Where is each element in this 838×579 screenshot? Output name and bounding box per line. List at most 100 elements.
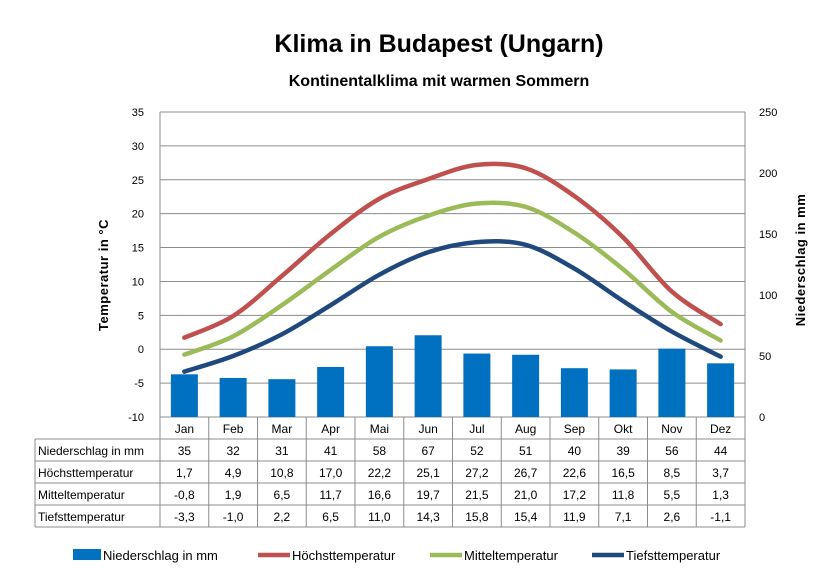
y-right-tick-label: 200	[759, 168, 777, 180]
chart-subtitle: Kontinentalklima mit warmen Sommern	[288, 73, 590, 90]
legend-swatch	[73, 549, 101, 560]
bar-dez	[707, 363, 735, 417]
data-label: 27,2	[465, 466, 489, 480]
legend-label: Höchsttemperatur	[292, 548, 396, 563]
y-left-tick-label: 35	[132, 107, 144, 119]
line-mitteltemperatur	[182, 200, 723, 357]
data-label: 11,7	[319, 488, 342, 502]
y-right-tick-label: 100	[759, 290, 777, 302]
data-label: -0,8	[174, 488, 195, 502]
data-label: 8,5	[664, 466, 681, 480]
data-label: 5,5	[664, 488, 681, 502]
data-label: 10,8	[270, 466, 294, 480]
data-label: 52	[470, 444, 484, 458]
bar-jan	[170, 374, 198, 417]
x-tick-label: Okt	[614, 422, 633, 436]
data-label: 1,9	[225, 488, 242, 502]
data-label: 22,6	[563, 466, 587, 480]
chart-title: Klima in Budapest (Ungarn)	[274, 30, 604, 58]
data-label: 41	[324, 444, 338, 458]
bar-okt	[609, 369, 637, 417]
data-label: 26,7	[514, 466, 538, 480]
data-label: 16,5	[611, 466, 635, 480]
data-label: 16,6	[368, 488, 392, 502]
data-label: 51	[519, 444, 533, 458]
y-left-tick-label: 25	[132, 175, 144, 187]
x-tick-label: Apr	[321, 422, 340, 436]
data-label: 25,1	[416, 466, 440, 480]
y-left-tick-label: -5	[134, 378, 144, 390]
data-label: 2,6	[664, 510, 681, 524]
data-label: 14,3	[416, 510, 440, 524]
data-label: 2,2	[274, 510, 291, 524]
data-label: 3,7	[712, 466, 729, 480]
data-label: 58	[373, 444, 387, 458]
x-tick-label: Jun	[418, 422, 437, 436]
x-tick-label: Jan	[175, 422, 194, 436]
x-tick-label: Jul	[469, 422, 484, 436]
bar-apr	[317, 366, 345, 417]
y-left-label: Temperatur in °C	[96, 219, 111, 331]
bar-jul	[463, 353, 491, 417]
table-row-header: Mitteltemperatur	[38, 488, 125, 502]
y-left-tick-label: 30	[132, 141, 144, 153]
bar-aug	[512, 354, 540, 417]
legend-label: Niederschlag in mm	[103, 548, 218, 563]
y-left-tick-label: 20	[132, 209, 144, 221]
y-left-tick-label: -10	[128, 412, 144, 424]
table-row-header: Tiefsttemperatur	[38, 510, 125, 524]
y-right-tick-label: 0	[759, 412, 765, 424]
x-tick-label: Dez	[710, 422, 731, 436]
data-label: 32	[226, 444, 240, 458]
y-right-tick-label: 50	[759, 351, 771, 363]
x-tick-label: Nov	[661, 422, 682, 436]
data-label: 4,9	[225, 466, 242, 480]
data-label: 6,5	[322, 510, 339, 524]
y-right-tick-label: 250	[759, 107, 777, 119]
y-left-tick-label: 15	[132, 243, 144, 255]
data-label: 19,7	[416, 488, 440, 502]
table-row-header: Höchsttemperatur	[38, 466, 133, 480]
data-label: 35	[178, 444, 192, 458]
legend-label: Mitteltemperatur	[464, 548, 559, 563]
data-label: 21,0	[514, 488, 538, 502]
data-label: -1,0	[223, 510, 244, 524]
data-label: 6,5	[274, 488, 291, 502]
bar-mai	[365, 346, 393, 417]
bar-mar	[268, 379, 296, 417]
x-tick-label: Aug	[515, 422, 536, 436]
data-label: 22,2	[368, 466, 392, 480]
data-label: 17,2	[563, 488, 587, 502]
bar-jun	[414, 335, 442, 417]
data-label: 15,4	[514, 510, 538, 524]
bar-nov	[658, 348, 686, 417]
line-tiefsttemperatur	[182, 239, 723, 374]
x-tick-label: Mai	[370, 422, 389, 436]
y-left-tick-label: 5	[138, 310, 144, 322]
bar-feb	[219, 377, 247, 417]
x-tick-label: Sep	[564, 422, 586, 436]
y-left-tick-label: 0	[138, 344, 144, 356]
data-label: 67	[421, 444, 435, 458]
line-höchsttemperatur	[182, 161, 723, 340]
data-label: 56	[665, 444, 679, 458]
table-row-header: Niederschlag in mm	[38, 444, 144, 458]
y-left-tick-label: 10	[132, 276, 144, 288]
y-right-label: Niederschlag in mm	[793, 194, 808, 327]
data-label: 44	[714, 444, 728, 458]
data-label: 21,5	[465, 488, 489, 502]
data-label: 1,7	[176, 466, 193, 480]
data-label: 1,3	[712, 488, 729, 502]
data-label: 31	[275, 444, 289, 458]
data-label: 17,0	[319, 466, 343, 480]
legend-label: Tiefsttemperatur	[626, 548, 721, 563]
x-tick-label: Feb	[223, 422, 244, 436]
x-tick-label: Mar	[272, 422, 293, 436]
data-label: -3,3	[174, 510, 195, 524]
data-label: 11,9	[563, 510, 586, 524]
data-label: 11,8	[612, 488, 635, 502]
data-label: 39	[616, 444, 630, 458]
bar-sep	[560, 368, 588, 417]
